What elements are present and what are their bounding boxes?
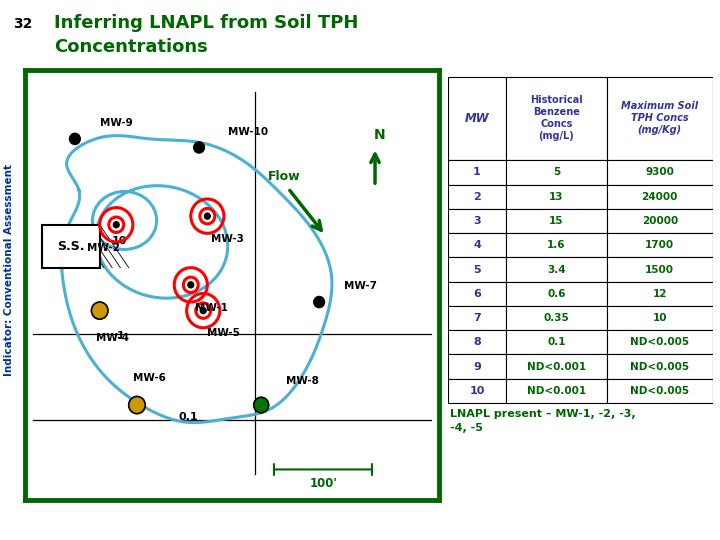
Text: 6: 6 [473,289,481,299]
Text: MW-9: MW-9 [99,118,132,128]
Text: MW-1: MW-1 [195,302,228,313]
Text: Inferring LNAPL from Soil TPH: Inferring LNAPL from Soil TPH [54,14,359,31]
Text: N: N [374,128,385,142]
Text: MW: MW [464,112,490,125]
Text: 1: 1 [117,330,124,341]
Text: 0.1: 0.1 [179,412,198,422]
Bar [506,354,607,379]
Circle shape [314,296,325,308]
Bar [607,209,713,233]
Text: 12: 12 [652,289,667,299]
Bar [448,258,506,282]
Text: MW-7: MW-7 [344,281,377,291]
Bar [607,306,713,330]
Text: 1500: 1500 [645,265,675,274]
Circle shape [188,282,194,288]
Bar [506,330,607,354]
Text: 32: 32 [13,17,32,31]
Bar [506,209,607,233]
Text: Concentrations: Concentrations [54,38,208,56]
Text: S.S.: S.S. [57,240,84,253]
Text: 10: 10 [112,236,127,246]
Bar [506,77,607,160]
Text: ND<0.001: ND<0.001 [527,386,586,396]
Circle shape [113,222,120,228]
Text: ND<0.005: ND<0.005 [630,361,689,372]
Circle shape [129,396,145,414]
Bar [506,258,607,282]
Bar [607,330,713,354]
Text: 20000: 20000 [642,216,678,226]
Text: 10: 10 [652,313,667,323]
Text: 0.1: 0.1 [547,338,566,347]
Text: 0.35: 0.35 [544,313,570,323]
Bar [506,185,607,209]
Text: 9: 9 [473,361,481,372]
Bar [506,306,607,330]
Bar [607,354,713,379]
Bar [448,233,506,258]
Text: 1: 1 [473,167,481,178]
Bar [607,282,713,306]
Bar [506,379,607,403]
Bar [448,160,506,185]
Bar [607,160,713,185]
Bar [448,354,506,379]
Bar [607,233,713,258]
Circle shape [200,308,206,314]
Text: ND<0.005: ND<0.005 [630,338,689,347]
Bar [448,282,506,306]
Circle shape [70,133,80,145]
Text: MW-2: MW-2 [87,242,120,253]
Text: 0.6: 0.6 [547,289,566,299]
Bar [448,306,506,330]
Text: ND<0.001: ND<0.001 [527,361,586,372]
Text: MW-10: MW-10 [228,126,268,137]
Bar [448,209,506,233]
Bar [448,185,506,209]
Bar [42,225,99,268]
Text: MW-6: MW-6 [133,374,166,383]
Bar [506,160,607,185]
Text: 1700: 1700 [645,240,675,250]
Text: Maximum Soil
TPH Concs
(mg/Kg): Maximum Soil TPH Concs (mg/Kg) [621,102,698,136]
Text: 5: 5 [553,167,560,178]
Text: MW-3: MW-3 [212,234,244,244]
Text: 3.4: 3.4 [547,265,566,274]
Text: 5: 5 [473,265,481,274]
Text: Historical
Benzene
Concs
(mg/L): Historical Benzene Concs (mg/L) [530,96,583,141]
Text: MW-8: MW-8 [286,376,319,386]
Text: ND<0.005: ND<0.005 [630,386,689,396]
Text: 1.6: 1.6 [547,240,566,250]
Text: 100': 100' [310,477,337,490]
Circle shape [253,397,269,413]
Text: 2: 2 [473,192,481,202]
Circle shape [204,213,210,219]
Text: Indicator: Conventional Assessment: Indicator: Conventional Assessment [4,164,14,376]
Text: 9300: 9300 [645,167,674,178]
Text: 24000: 24000 [642,192,678,202]
Bar [607,185,713,209]
Bar [607,379,713,403]
Text: 15: 15 [549,216,564,226]
Text: MW-4: MW-4 [96,333,129,343]
Text: MW-5: MW-5 [207,328,240,339]
Text: LNAPL present – MW-1, -2, -3,
-4, -5: LNAPL present – MW-1, -2, -3, -4, -5 [451,409,636,433]
Bar [448,379,506,403]
Bar [506,282,607,306]
Text: 7: 7 [473,313,481,323]
Text: 3: 3 [473,216,481,226]
Text: Flow: Flow [267,170,300,183]
Circle shape [194,142,204,153]
Bar [448,77,506,160]
Text: 10: 10 [469,386,485,396]
Text: 13: 13 [549,192,564,202]
Text: 8: 8 [473,338,481,347]
Bar [506,233,607,258]
Bar [607,258,713,282]
Text: 4: 4 [473,240,481,250]
Bar [607,77,713,160]
Bar [448,330,506,354]
Circle shape [91,302,108,319]
